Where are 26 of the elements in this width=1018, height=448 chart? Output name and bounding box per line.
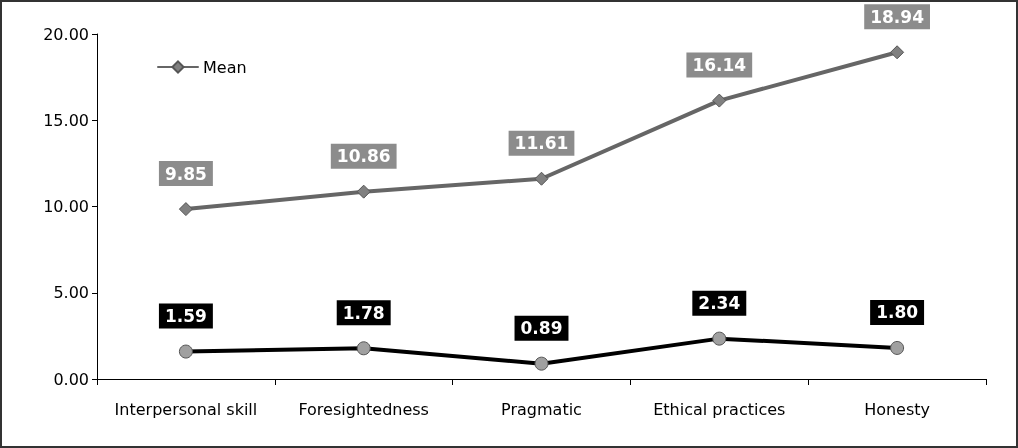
point: [356, 184, 371, 199]
data-label: 10.86: [336, 146, 391, 167]
data-label: 1.78: [342, 302, 385, 323]
data-label: 16.14: [692, 55, 747, 76]
point: [890, 45, 905, 60]
x-tick-label: Foresightedness: [298, 399, 429, 419]
x-tick-label: Ethical practices: [653, 399, 786, 419]
data-label: 18.94: [870, 6, 925, 27]
x-tick-label: Honesty: [864, 399, 931, 419]
data-label: 0.89: [520, 318, 563, 339]
x-tick-label: Interpersonal skill: [114, 399, 258, 419]
y-tick-label: 15.00: [43, 110, 89, 130]
y-tick-label: 20.00: [43, 24, 89, 44]
data-label: 1.59: [164, 306, 207, 327]
data-label: 9.85: [164, 163, 207, 184]
point: [534, 171, 549, 186]
y-tick-label: 0.00: [53, 369, 89, 389]
x-tick-label: Pragmatic: [501, 399, 582, 419]
data-label: 11.61: [514, 133, 569, 154]
data-label: 2.34: [698, 293, 741, 314]
point: [178, 202, 193, 217]
data-label: 1.80: [876, 302, 919, 323]
y-tick-label: 5.00: [53, 283, 89, 303]
point: [712, 93, 727, 108]
y-tick-label: 10.00: [43, 197, 89, 216]
legend-label: Mean: [203, 57, 247, 77]
